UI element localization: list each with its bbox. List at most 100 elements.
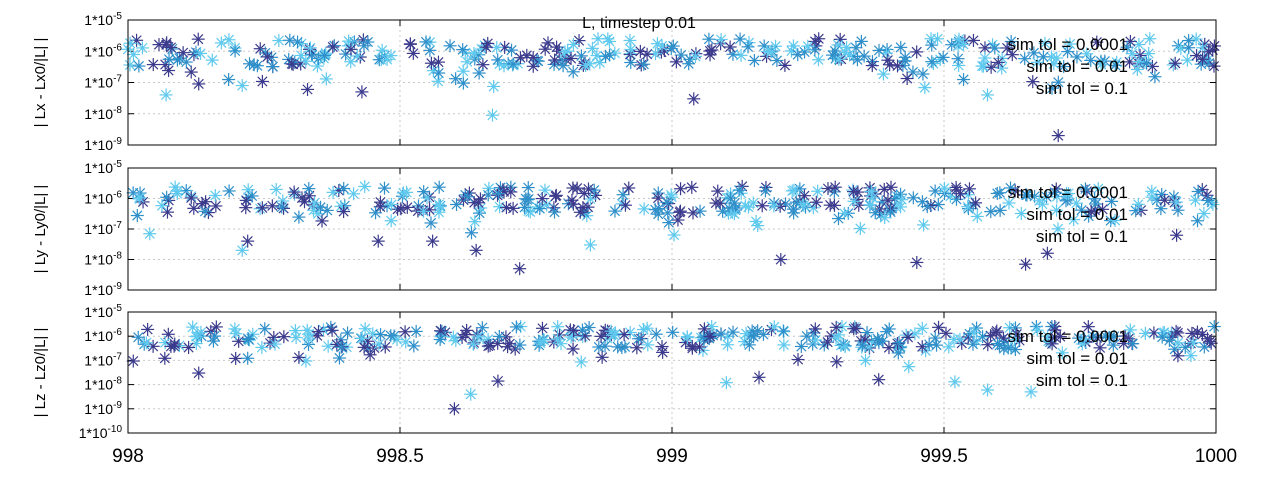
data-point [648, 203, 662, 217]
data-point [1162, 333, 1176, 347]
data-point [551, 332, 565, 346]
data-point [434, 324, 448, 338]
panel-1: 1*10-9 1*10-8 1*10-7 1*10-6 1*10-5 | Lx - Lx0… [32, 11, 1221, 153]
data-point [1180, 53, 1194, 67]
data-point [785, 184, 799, 198]
data-point [1048, 330, 1062, 344]
data-point [884, 180, 898, 194]
data-point [492, 329, 506, 343]
data-point [685, 341, 699, 355]
data-point [1078, 332, 1092, 346]
data-point [660, 195, 674, 209]
data-point [1036, 50, 1050, 64]
data-point [493, 200, 507, 214]
y-tick-label: 1*10-5 [84, 11, 122, 28]
data-point [549, 189, 563, 203]
data-point [1050, 51, 1064, 65]
y-tick-label: 1*10-6 [84, 190, 122, 207]
data-point [162, 52, 176, 66]
data-point [850, 53, 864, 67]
data-point [1051, 75, 1065, 89]
data-point [1196, 52, 1210, 66]
data-point [714, 327, 728, 341]
data-point [767, 199, 781, 213]
data-point [521, 181, 535, 195]
data-point [337, 182, 351, 196]
data-point [925, 38, 939, 52]
data-point [942, 340, 956, 354]
data-point [471, 196, 485, 210]
data-point [363, 348, 377, 362]
data-point [164, 339, 178, 353]
data-point [374, 328, 388, 342]
data-point [464, 226, 478, 240]
data-point [910, 45, 924, 59]
data-point [705, 43, 719, 57]
data-point [702, 32, 716, 46]
y-tick-label: 1*10-6 [84, 327, 122, 344]
data-point [854, 34, 868, 48]
data-point [492, 187, 506, 201]
data-point [1170, 228, 1184, 242]
data-point [479, 40, 493, 54]
data-point [419, 35, 433, 49]
x-tick-label: 998 [112, 446, 144, 467]
data-point-outlier [447, 402, 461, 416]
data-point [966, 337, 980, 351]
data-point [123, 58, 137, 72]
scatter-points [126, 179, 1220, 276]
data-point [406, 46, 420, 60]
data-point [253, 202, 267, 216]
x-tick-label: 1000 [1195, 446, 1237, 467]
data-point [300, 323, 314, 337]
data-point [882, 341, 896, 355]
data-point [916, 67, 930, 81]
data-point [633, 44, 647, 58]
data-point [501, 340, 515, 354]
data-point [846, 185, 860, 199]
data-point [535, 321, 549, 335]
data-point [460, 323, 474, 337]
data-point [547, 205, 561, 219]
data-point [565, 193, 579, 207]
data-point [146, 58, 160, 72]
data-point [685, 180, 699, 194]
data-point [283, 33, 297, 47]
data-point-outlier [235, 79, 249, 93]
data-point [937, 181, 951, 195]
data-point [846, 183, 860, 197]
data-point [132, 59, 146, 73]
data-point [1191, 214, 1205, 228]
legend-entry: sim tol = 0.01 [1026, 349, 1128, 368]
y-tick-label: 1*10-9 [84, 281, 122, 298]
data-point [892, 336, 906, 350]
data-point [184, 191, 198, 205]
data-point [939, 326, 953, 340]
data-point [168, 337, 182, 351]
data-point [372, 337, 386, 351]
data-point [917, 218, 931, 232]
data-point-outlier [774, 253, 788, 266]
data-point [640, 321, 654, 335]
data-point [518, 200, 532, 214]
data-point [1138, 326, 1152, 340]
data-point [618, 198, 632, 212]
data-point [1078, 182, 1092, 196]
data-point-outlier [159, 88, 173, 102]
y-tick-label: 1*10-7 [84, 220, 122, 237]
data-point [229, 351, 243, 365]
data-point [925, 55, 939, 69]
data-point [622, 181, 636, 195]
data-point [876, 67, 890, 81]
data-point [990, 186, 1004, 200]
data-point [821, 182, 835, 196]
data-point [951, 52, 965, 66]
data-point [1182, 41, 1196, 55]
data-point [872, 334, 886, 348]
data-point [460, 55, 474, 69]
data-point [756, 327, 770, 341]
data-point [991, 337, 1005, 351]
data-point [838, 340, 852, 354]
data-point [609, 327, 623, 341]
